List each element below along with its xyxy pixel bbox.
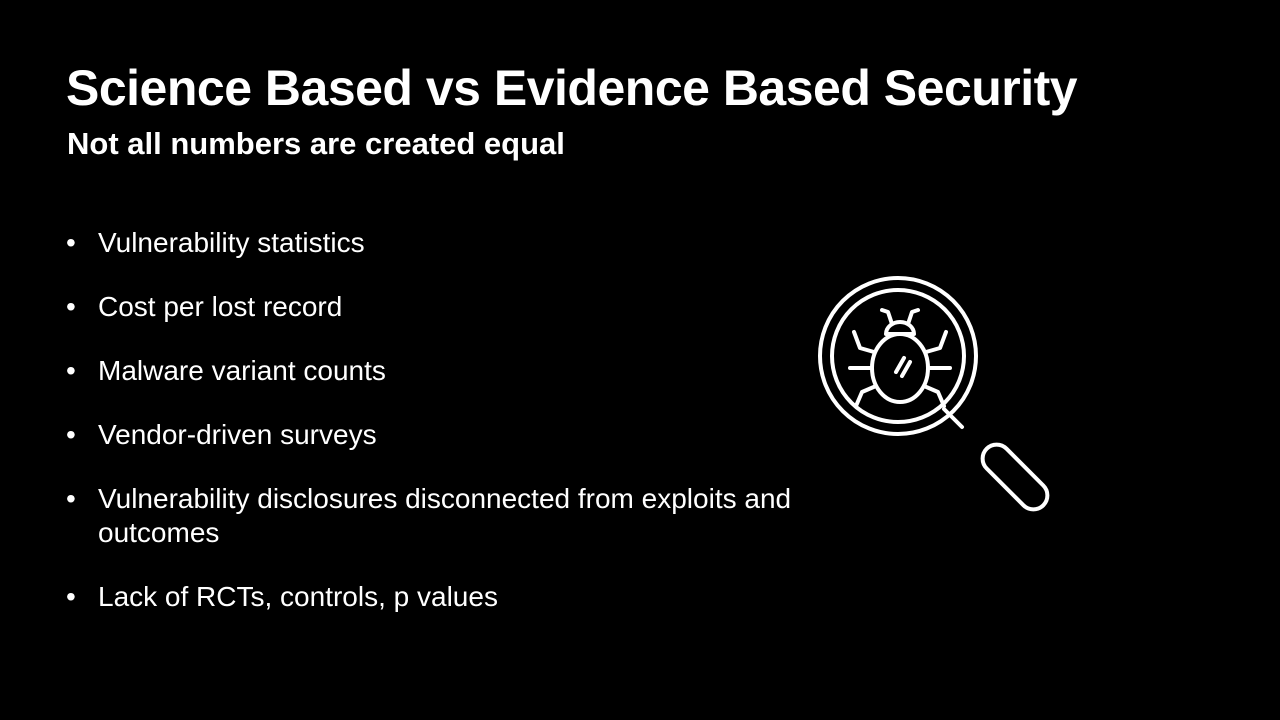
bullet-text: Vulnerability statistics	[98, 227, 365, 258]
bullet-text: Cost per lost record	[98, 291, 343, 322]
magnifying-glass-bug-icon	[812, 276, 1076, 540]
bullet-dot: •	[66, 291, 76, 322]
bullet-item: • Malware variant counts	[66, 354, 846, 388]
bullet-item: • Vulnerability statistics	[66, 226, 846, 260]
bullet-item: • Cost per lost record	[66, 290, 846, 324]
bullet-item: • Vendor-driven surveys	[66, 418, 846, 452]
bullet-dot: •	[66, 227, 76, 258]
bullet-item: • Vulnerability disclosures disconnected…	[66, 482, 846, 550]
bullet-dot: •	[66, 483, 76, 514]
bullet-item: • Lack of RCTs, controls, p values	[66, 580, 846, 614]
bullet-text: Vendor-driven surveys	[98, 419, 377, 450]
bullet-text: Lack of RCTs, controls, p values	[98, 581, 498, 612]
bullet-dot: •	[66, 355, 76, 386]
bullet-text: Malware variant counts	[98, 355, 386, 386]
slide-subtitle: Not all numbers are created equal	[67, 126, 565, 161]
bullet-text: Vulnerability disclosures disconnected f…	[98, 483, 792, 548]
bullet-dot: •	[66, 581, 76, 612]
bullet-dot: •	[66, 419, 76, 450]
slide-title: Science Based vs Evidence Based Security	[66, 60, 1078, 116]
bullet-list: • Vulnerability statistics • Cost per lo…	[66, 226, 846, 644]
